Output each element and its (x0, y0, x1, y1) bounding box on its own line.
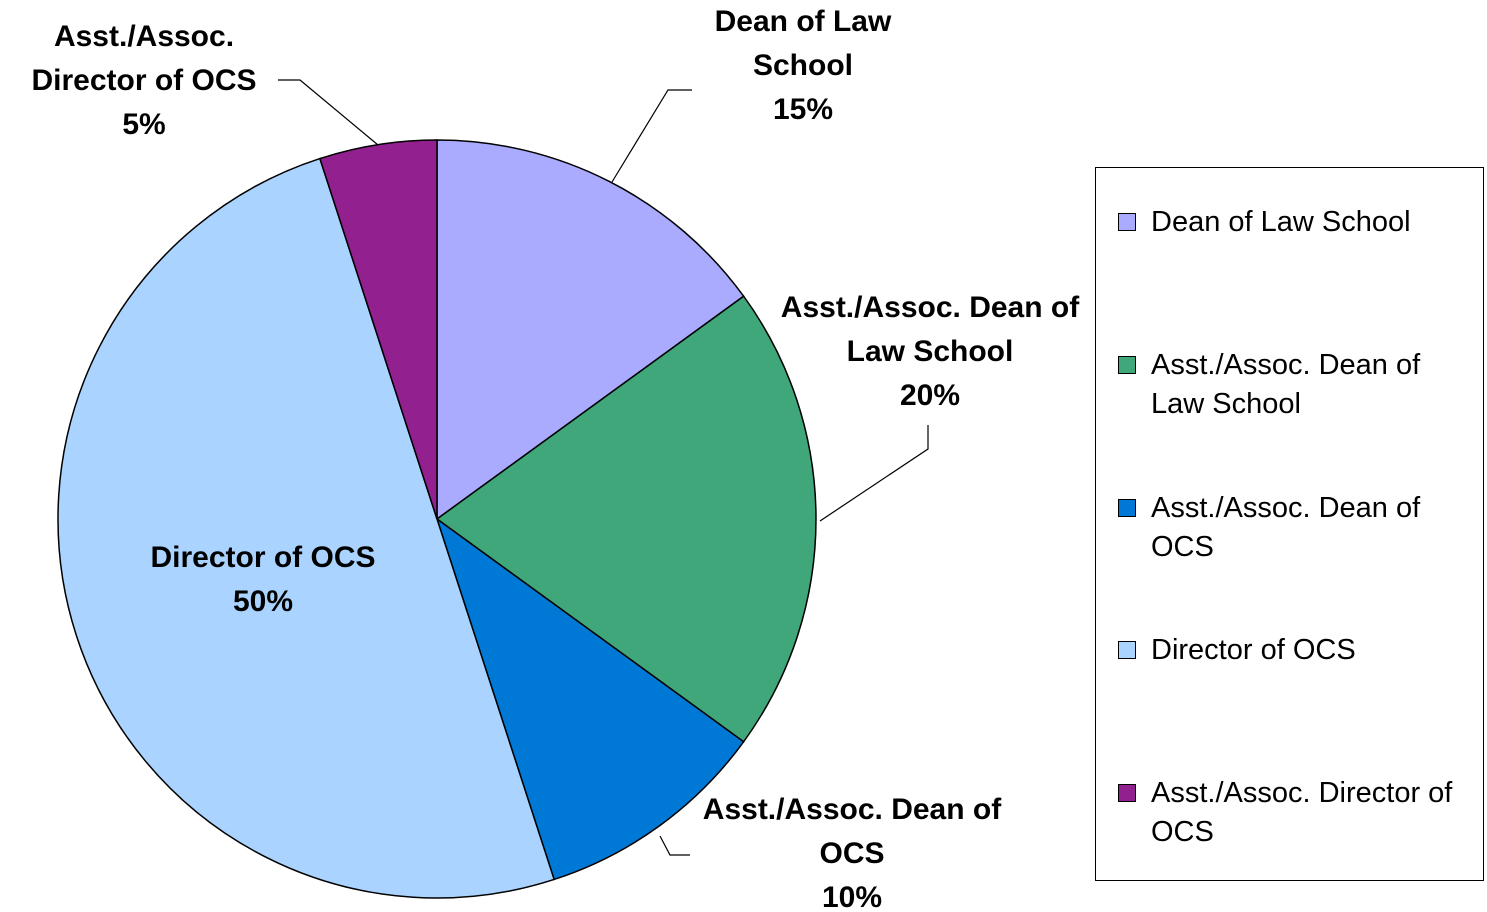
data-label-value: 20% (899, 379, 961, 412)
pie-slice (57, 157, 556, 899)
legend-label: Director of OCS (1151, 634, 1356, 666)
legend-entry: Asst./Assoc. Director of OCS (1118, 774, 1463, 852)
legend-entry: Dean of Law School (1118, 203, 1463, 242)
legend-label: Dean of Law School (1151, 206, 1411, 238)
legend-label: Asst./Assoc. Director of OCS (1151, 777, 1453, 848)
pie-slice (435, 517, 745, 881)
legend: Dean of Law School Asst./Assoc. Dean of L… (1095, 167, 1484, 881)
legend-entry: Asst./Assoc. Dean of Law School (1118, 346, 1463, 424)
data-label-value: 50% (232, 585, 294, 618)
data-label: Dean of Law School 15% (688, 0, 918, 132)
leader-line (278, 79, 379, 146)
leader-line (659, 835, 690, 856)
leader-line (611, 89, 692, 183)
legend-swatch (1118, 213, 1136, 231)
data-label: Asst./Assoc. Director of OCS 5% (4, 15, 284, 147)
legend-swatch (1118, 641, 1136, 659)
legend-label: Asst./Assoc. Dean of OCS (1151, 492, 1421, 563)
slices (57, 139, 817, 899)
data-label-name: Dean of Law School (714, 5, 892, 82)
legend-entry: Asst./Assoc. Dean of OCS (1118, 489, 1463, 567)
data-label-name: Asst./Assoc. Dean of Law School (780, 291, 1080, 368)
data-label-value: 15% (772, 93, 834, 126)
legend-label: Asst./Assoc. Dean of Law School (1151, 349, 1421, 420)
data-label: Director of OCS 50% (113, 536, 413, 624)
data-label-name: Director of OCS (150, 541, 376, 574)
legend-swatch (1118, 499, 1136, 517)
legend-swatch (1118, 784, 1136, 802)
data-label-name: Asst./Assoc. Dean of OCS (702, 793, 1002, 870)
leader-lines (278, 79, 929, 856)
data-label-name: Asst./Assoc. Director of OCS (31, 20, 257, 97)
pie-slice (435, 295, 817, 743)
data-label: Asst./Assoc. Dean of Law School 20% (770, 286, 1090, 418)
legend-swatch (1118, 356, 1136, 374)
data-label: Asst./Assoc. Dean of OCS 10% (692, 788, 1012, 912)
data-label-value: 10% (821, 881, 883, 912)
legend-entry: Director of OCS (1118, 631, 1463, 670)
leader-line (819, 425, 929, 522)
pie-slice (436, 139, 745, 521)
data-label-value: 5% (122, 108, 166, 141)
